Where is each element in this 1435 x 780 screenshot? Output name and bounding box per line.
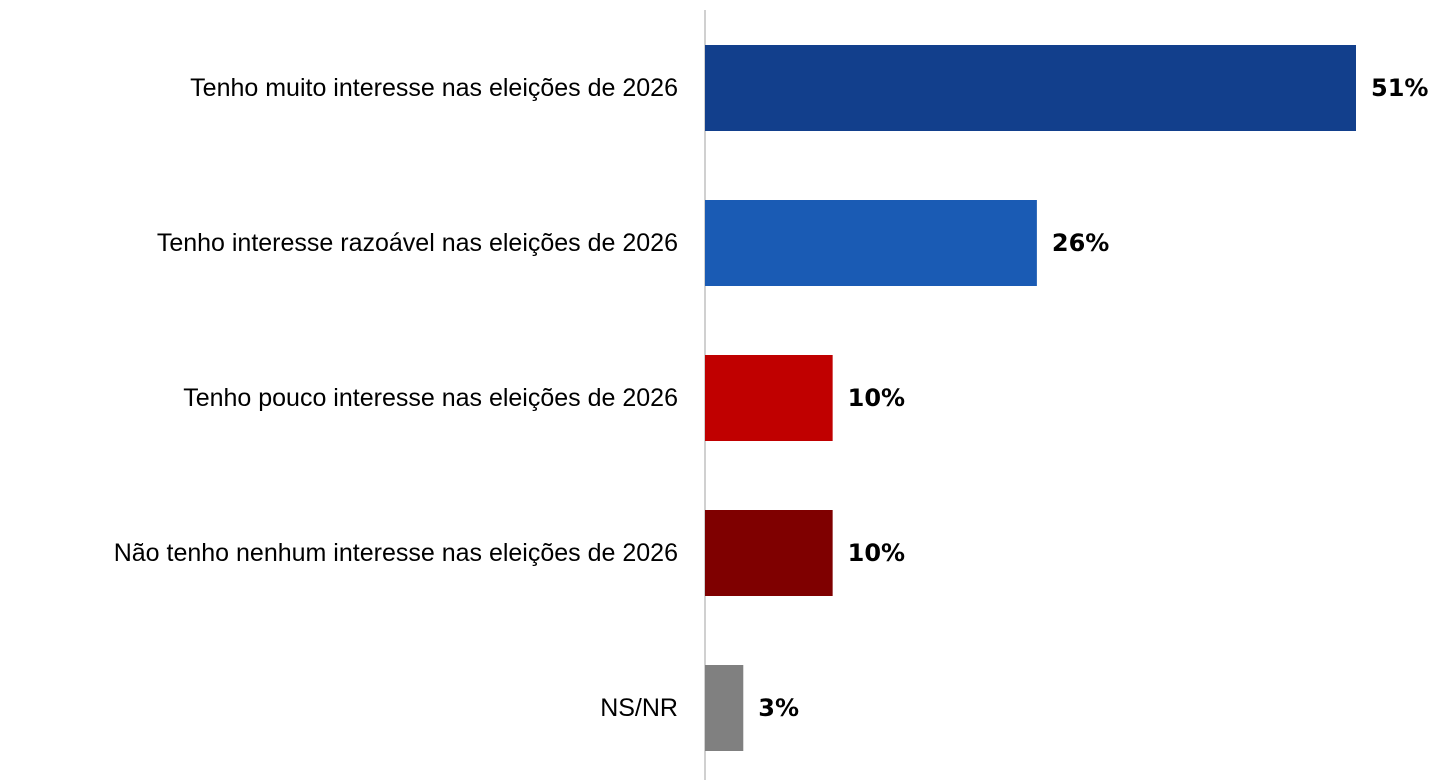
category-label-4: Não tenho nenhum interesse nas eleições … [114,539,678,567]
category-label-5: NS/NR [600,694,678,722]
bar-1 [705,45,1356,131]
category-labels-group: Tenho muito interesse nas eleições de 20… [114,74,678,722]
bar-3 [705,355,833,441]
bar-4 [705,510,833,596]
category-label-3: Tenho pouco interesse nas eleições de 20… [183,384,678,412]
value-label-2: 26% [1052,229,1109,257]
bars-group [705,45,1356,751]
value-label-4: 10% [848,539,905,567]
value-labels-group: 51% 26% 10% 10% 3% [758,74,1428,722]
value-label-3: 10% [848,384,905,412]
category-label-1: Tenho muito interesse nas eleições de 20… [190,74,678,102]
bar-2 [705,200,1037,286]
value-label-5: 3% [758,694,799,722]
category-label-2: Tenho interesse razoável nas eleições de… [157,229,678,257]
value-label-1: 51% [1371,74,1428,102]
bar-5 [705,665,744,751]
